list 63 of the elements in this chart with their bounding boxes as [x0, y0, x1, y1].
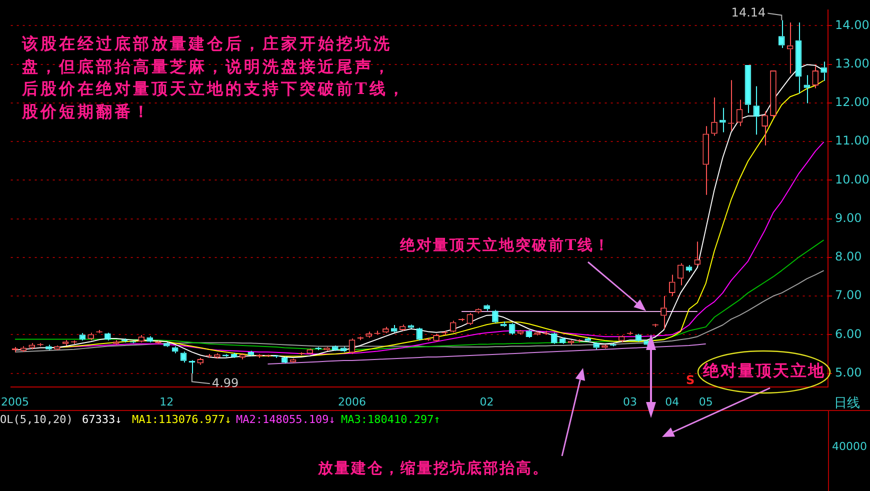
annotation: 14.14: [731, 5, 766, 20]
y-tick-label: 14.00: [835, 18, 870, 32]
text: MA1:113076.977↓: [132, 413, 232, 426]
candlestick: [138, 334, 145, 343]
x-tick-label: 04: [665, 395, 680, 408]
candlestick: [62, 340, 69, 346]
candlestick: [770, 70, 776, 118]
candlestick: [332, 344, 338, 352]
x-tick-label: 12: [160, 395, 174, 408]
text: 日线: [834, 395, 860, 412]
annotation: 绝对量顶天立地突破前T线！: [400, 236, 611, 255]
candlestick: [602, 344, 608, 350]
candlestick: [736, 99, 743, 127]
text: OL(5,10,20): [0, 413, 73, 426]
candlestick: [28, 342, 36, 350]
candlestick: [390, 324, 398, 333]
candlestick: [146, 336, 153, 343]
candlestick: [12, 346, 18, 353]
candlestick: [559, 336, 566, 344]
text: 67333↓: [82, 413, 122, 426]
candlestick: [677, 262, 684, 286]
candlestick: [668, 274, 676, 297]
y-tick-label: 13.00: [835, 56, 870, 70]
candlestick: [762, 110, 768, 146]
text: MA2:148055.109↓: [236, 413, 336, 426]
candlestick: [188, 360, 196, 374]
candlestick: [702, 126, 709, 196]
candlestick: [711, 96, 718, 136]
annotation: 绝对量顶天立地: [703, 361, 826, 382]
x-tick-label: 03: [623, 395, 638, 408]
annotation: 该股在经过底部放量建仓后，庄家开始挖坑洗盘，但底部抬高量芝麻，说明洗盘接近尾声，后股价在绝对量顶天立地的支持下突破前T线，股价短期翻番！: [22, 33, 408, 122]
candlestick: [214, 352, 220, 360]
candlestick: [795, 22, 802, 94]
candlestick: [686, 264, 692, 273]
annotation: S: [686, 373, 695, 387]
candlestick: [340, 346, 347, 353]
candlestick: [366, 331, 372, 338]
candlestick: [753, 86, 760, 136]
x-tick-label: 05: [698, 395, 713, 408]
candlestick: [416, 327, 423, 341]
y-tick-label: 9.00: [835, 210, 862, 225]
x-tick-label: 2006: [338, 395, 366, 408]
candlestick: [744, 65, 752, 114]
candlestick: [248, 350, 254, 356]
candlestick: [164, 342, 170, 348]
annotation: 4.99: [212, 376, 239, 390]
text: 40000: [832, 440, 867, 453]
y-tick-label: 10.00: [835, 172, 870, 186]
x-tick-label: 2005: [1, 395, 30, 408]
y-tick-label: 7.00: [835, 288, 862, 302]
y-tick-label: 12.00: [835, 95, 870, 110]
candlestick: [820, 61, 827, 82]
candlestick: [804, 74, 810, 104]
text: MA3:180410.297↑: [341, 413, 440, 426]
y-tick-label: 6.00: [835, 326, 862, 341]
y-tick-label: 8.00: [835, 250, 862, 264]
x-tick-label: 02: [480, 395, 494, 408]
candlestick: [812, 66, 819, 89]
y-tick-label: 5.00: [835, 365, 862, 380]
y-tick-label: 11.00: [835, 134, 870, 148]
candlestick: [180, 351, 187, 363]
candlestick: [79, 332, 86, 341]
text: 放量建仓，缩量挖坑底部抬高。: [318, 459, 549, 478]
